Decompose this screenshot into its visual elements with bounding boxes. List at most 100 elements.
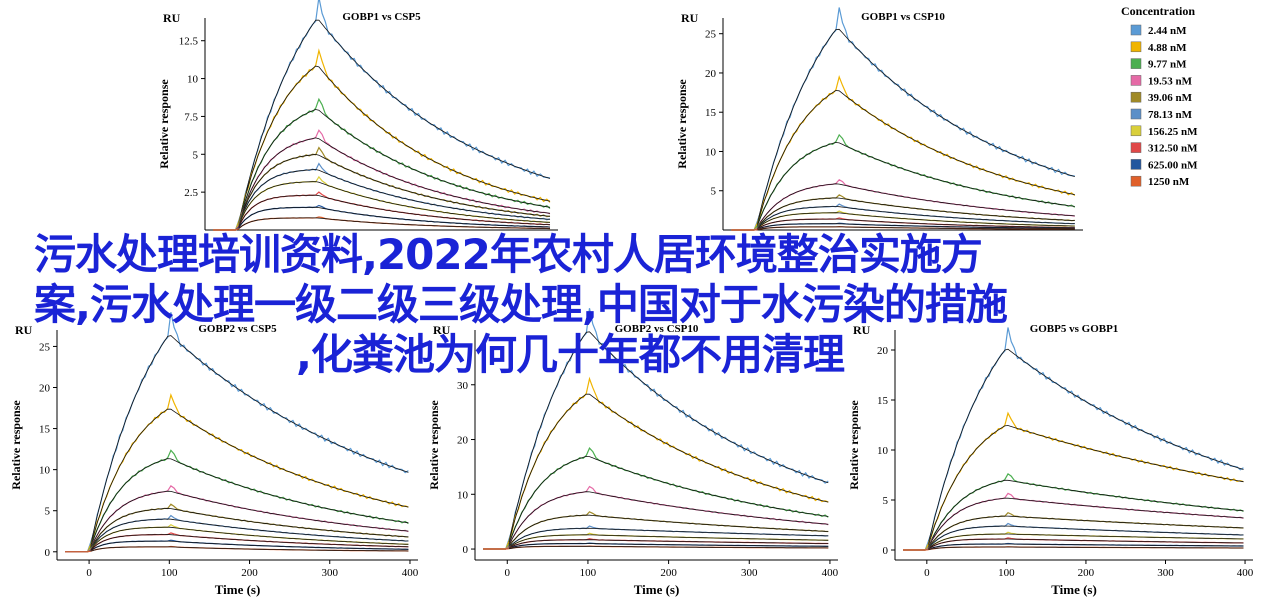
chart-1-series-6-line (213, 162, 551, 231)
chart-3-x-tick-label: 300 (322, 567, 339, 579)
chart-1-series-7-fit-line (238, 181, 551, 226)
chart-2-series-8-fit-line (757, 218, 1075, 230)
chart-4-x-tick-label: 400 (822, 567, 839, 579)
chart-4-series-10-fit-line (508, 545, 829, 550)
chart-3-y-tick-label: 5 (45, 506, 51, 518)
chart-1-y-tick-label: 10 (187, 74, 199, 86)
chart-2-series-6-fit-line (757, 206, 1075, 229)
chart-3-x-tick-label: 0 (86, 567, 92, 579)
chart-5-x-tick-label: 300 (1157, 567, 1174, 579)
legend-swatch-3 (1130, 58, 1142, 69)
chart-1-series-1-line (213, 0, 551, 231)
chart-5-series-4-line (903, 492, 1244, 551)
chart-4-y-tick-label: 0 (463, 544, 469, 556)
legend-swatch-8 (1130, 142, 1142, 153)
chart-1-series-5-fit-line (238, 153, 551, 225)
chart-2-series-4-fit-line (757, 183, 1075, 228)
chart-5-series-6-fit-line (928, 525, 1244, 549)
legend-swatch-10 (1130, 175, 1142, 187)
chart-4-unit-label: RU (433, 323, 451, 337)
overlay-headline-line-1: 污水处理培训资料,2022年农村人居环境整治实施方 (34, 230, 983, 279)
chart-5-y-tick-label: 20 (877, 345, 889, 357)
legend-label-10: 1250 nM (1148, 176, 1190, 188)
legend-title: Concentration (1121, 4, 1195, 18)
chart-1-y-axis-label: Relative response (157, 79, 171, 169)
chart-3-series-2-fit-line (90, 408, 409, 546)
chart-5-series-10-fit-line (928, 546, 1244, 550)
legend-label-8: 312.50 nM (1148, 143, 1198, 155)
chart-2-y-axis-label: Relative response (675, 79, 689, 169)
legend-label-4: 19.53 nM (1148, 75, 1193, 87)
chart-3-series-9-fit-line (90, 540, 409, 551)
chart-2-title: GOBP1 vs CSP10 (861, 11, 945, 23)
chart-1-series-6-fit-line (238, 169, 551, 226)
chart-5-y-tick-label: 5 (883, 495, 889, 507)
chart-3-y-tick-label: 0 (45, 547, 51, 559)
chart-3-x-tick-label: 100 (161, 567, 178, 579)
chart-4-series-8-fit-line (508, 539, 829, 549)
chart-4-x-tick-label: 200 (660, 567, 677, 579)
chart-1-unit-label: RU (163, 11, 181, 25)
chart-3-y-tick-label: 20 (39, 383, 51, 395)
chart-3-series-5-fit-line (90, 507, 409, 549)
chart-4-x-tick-label: 0 (505, 567, 511, 579)
chart-4-title: GOBP2 vs CSP10 (615, 323, 699, 335)
chart-3-unit-label: RU (15, 323, 33, 337)
chart-5-x-tick-label: 0 (924, 567, 930, 579)
chart-3-series-10-fit-line (90, 546, 409, 552)
chart-2-series-10-fit-line (757, 226, 1075, 230)
chart-4-series-3-fit-line (508, 455, 829, 545)
chart-2-y-tick-label: 15 (705, 107, 717, 119)
chart-3-y-tick-label: 15 (39, 424, 51, 436)
chart-2-series-7-fit-line (757, 212, 1075, 229)
chart-1-y-tick-label: 5 (193, 149, 199, 161)
chart-5-series-4-fit-line (928, 497, 1244, 547)
chart-5-series-3-line (903, 473, 1244, 551)
chart-4-x-axis-label: Time (s) (634, 582, 680, 597)
overlay-headline-line-2: 案,污水处理一级二级三级处理,中国对于水污染的措施 (34, 280, 1008, 329)
chart-3-series-6-fit-line (90, 518, 409, 550)
chart-1-series-2-fit-line (238, 65, 551, 224)
chart-4-y-axis-label: Relative response (427, 400, 441, 490)
chart-1-series-8-fit-line (238, 194, 551, 227)
chart-3-series-7-fit-line (90, 526, 409, 550)
chart-1-series-9-fit-line (238, 206, 551, 228)
legend-swatch-1 (1130, 24, 1142, 36)
legend-swatch-2 (1130, 41, 1142, 53)
chart-5-series-3-fit-line (928, 479, 1244, 547)
chart-4-y-tick-label: 10 (457, 489, 469, 501)
chart-1-title: GOBP1 vs CSP5 (342, 11, 421, 23)
chart-4-series-5-fit-line (508, 514, 829, 547)
chart-2-series-2-fit-line (757, 90, 1075, 225)
chart-3-series-1-fit-line (90, 335, 409, 545)
chart-3-x-tick-label: 400 (402, 567, 419, 579)
legend-label-3: 9.77 nM (1148, 59, 1187, 71)
chart-4-series-1-fit-line (508, 331, 829, 542)
chart-5-series-9-fit-line (928, 543, 1244, 550)
chart-5-x-tick-label: 200 (1078, 567, 1095, 579)
overlay-headline: 污水处理培训资料,2022年农村人居环境整治实施方 案,污水处理一级二级三级处理… (34, 230, 1214, 380)
chart-3-series-4-fit-line (90, 490, 409, 549)
chart-4-series-6-fit-line (508, 527, 829, 548)
legend-swatch-6 (1130, 108, 1142, 120)
chart-4-series-4-fit-line (508, 491, 829, 546)
chart-5-y-axis-label: Relative response (847, 400, 861, 490)
chart-4-y-tick-label: 20 (457, 435, 469, 447)
chart-4-series-7-fit-line (508, 534, 829, 549)
chart-1-series-4-line (213, 129, 551, 231)
chart-2-y-tick-label: 20 (705, 68, 717, 80)
chart-2-series-9-fit-line (757, 223, 1075, 230)
legend-swatch-9 (1130, 159, 1142, 170)
chart-3-x-axis-label: Time (s) (215, 582, 261, 597)
chart-4-series-2-fit-line (508, 393, 829, 543)
chart-5-series-7-fit-line (928, 533, 1244, 549)
chart-2-series-1-fit-line (757, 28, 1075, 224)
chart-3-series-3-line (65, 449, 409, 553)
chart-4-y-tick-label: 30 (457, 380, 469, 392)
legend-swatch-5 (1130, 91, 1142, 103)
chart-3-series-3-fit-line (90, 458, 409, 548)
legend-label-7: 156.25 nM (1148, 126, 1198, 138)
chart-5-y-tick-label: 10 (877, 445, 889, 457)
chart-5-unit-label: RU (853, 323, 871, 337)
